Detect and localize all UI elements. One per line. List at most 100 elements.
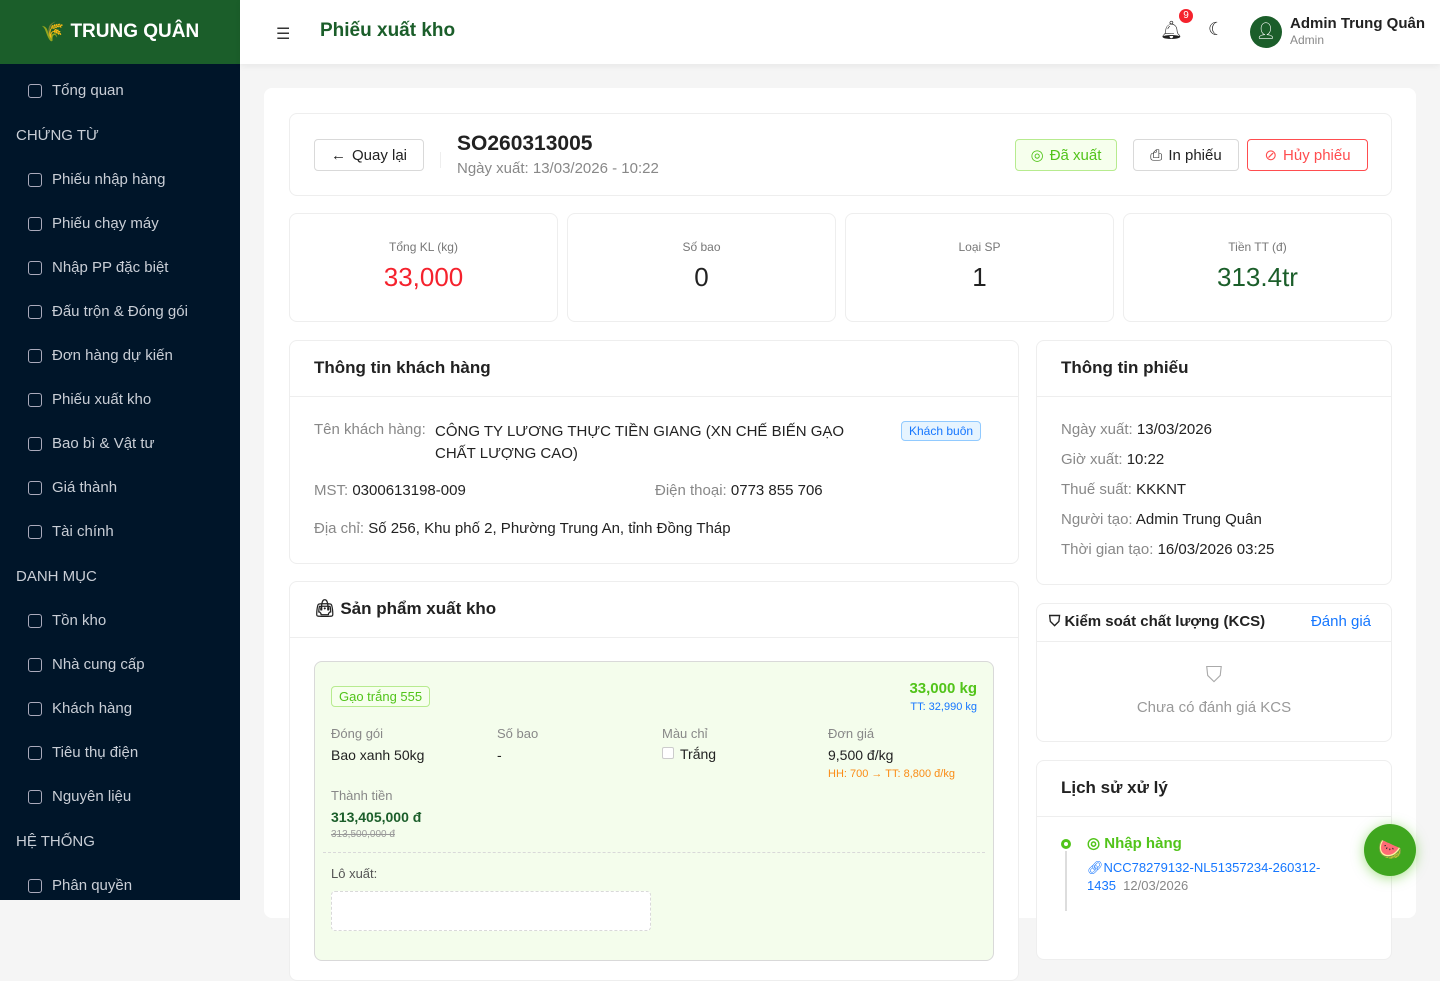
sidebar-item-label: Phân quyền [52, 877, 133, 894]
product-item: Gạo trắng 555 33,000 kg TT: 32,990 kg Đó… [314, 661, 994, 961]
sidebar-item-label: Nguyên liệu [52, 788, 132, 805]
total-value: 313,405,000 đ [331, 809, 422, 825]
product-name-tag: Gạo trắng 555 [331, 686, 431, 707]
product-qty-actual: TT: 32,990 kg [910, 701, 977, 713]
sidebar-item[interactable]: Nguyên liệu [28, 788, 131, 805]
user-name: Admin Trung Quân [1290, 15, 1425, 32]
sidebar-item-label: Đơn hàng dự kiến [52, 347, 173, 364]
customer-card: Thông tin khách hàng Tên khách hàng: CÔN… [289, 340, 1019, 564]
shop-icon [28, 657, 42, 672]
floating-action-button[interactable]: 🍉 [1364, 824, 1416, 876]
history-status: Nhập hàng [1104, 835, 1182, 852]
card-title: Sản phẩm xuất kho [340, 599, 497, 618]
total-old-value: 313,500,000 đ [331, 829, 395, 840]
info-row: Thuế suất: KKKNT [1061, 481, 1186, 498]
bags-label: Số bao [497, 726, 539, 741]
thread-color-checkbox[interactable] [662, 747, 674, 759]
menu-fold-icon[interactable]: ☰ [276, 26, 291, 43]
sidebar-item-label: Phiếu chạy máy [52, 215, 159, 232]
thread-color-label: Màu chỉ [662, 726, 708, 741]
sidebar-item[interactable]: Bao bì & Vật tư [28, 435, 155, 452]
thunderbolt-icon [28, 745, 42, 760]
info-label: Thuế suất: [1061, 481, 1132, 498]
sidebar-section-label: HỆ THỐNG [16, 833, 95, 850]
stat-label: Tổng KL (kg) [389, 240, 458, 254]
back-button[interactable]: ← Quay lại [314, 139, 424, 171]
price-value: 9,500 đ/kg [828, 747, 894, 763]
sidebar: 🌾 TRUNG QUÂN Tổng quan CHỨNG TỪ Phiếu nhập … [0, 0, 240, 900]
sidebar-item[interactable]: Khách hàng [28, 700, 132, 717]
sidebar-item[interactable]: Nhà cung cấp [28, 656, 145, 673]
sidebar-item-label: Khách hàng [52, 700, 133, 717]
cancel-button[interactable]: ⊘ Hủy phiếu [1247, 139, 1368, 171]
sidebar-item[interactable]: Đơn hàng dự kiến [28, 347, 173, 364]
file-icon [28, 348, 42, 363]
sidebar-item[interactable]: Tổng quan [28, 82, 124, 99]
sidebar-item[interactable]: Tiêu thụ điện [28, 744, 138, 761]
sidebar-item-label: Giá thành [52, 479, 118, 496]
customer-name-label: Tên khách hàng: [314, 421, 426, 438]
status-label: Đã xuất [1049, 146, 1102, 164]
check-circle-icon: ◎ [1087, 835, 1101, 852]
moon-icon[interactable]: ☾ [1208, 19, 1225, 39]
kcs-header: ⛉ Kiểm soát chất lượng (KCS) Đánh giá [1037, 604, 1391, 642]
info-label: Thời gian tạo: [1061, 541, 1154, 558]
history-card: Lịch sử xử lý ◎ Nhập hàng 🔗︎NCC78279132-… [1036, 760, 1392, 960]
stat-card: Tổng KL (kg) 33,000 [289, 213, 558, 322]
customer-name: CÔNG TY LƯƠNG THỰC TIỀN GIANG (XN CHẾ BI… [435, 423, 845, 462]
experiment-icon [28, 304, 42, 319]
kcs-evaluate-link[interactable]: Đánh giá [1310, 613, 1371, 630]
check-circle-icon: ◎ [1030, 147, 1044, 164]
main-content: ← Quay lại SO260313005 Ngày xuất: 13/03/2… [264, 88, 1416, 981]
sidebar-item-label: Phiếu xuất kho [52, 391, 152, 408]
product-qty: 33,000 kg [909, 680, 977, 697]
phone-label: Điện thoại: [655, 482, 727, 499]
print-label: In phiếu [1168, 146, 1222, 164]
price-note: HH: 700 → TT: 8,800 đ/kg [828, 768, 955, 780]
total-label: Thành tiền [331, 788, 393, 803]
avatar[interactable]: 👤︎ [1250, 16, 1282, 48]
stat-value: 33,000 [383, 262, 464, 292]
user-icon: 👤︎ [1255, 23, 1277, 40]
info-row: Giờ xuất: 10:22 [1061, 451, 1164, 468]
info-label: Ngày xuất: [1061, 421, 1133, 438]
history-ref-link[interactable]: NCC78279132-NL51357234-260312-1435 [1087, 860, 1321, 893]
appstore-icon [28, 789, 42, 804]
top-header: ☰ Phiếu xuất kho 🔔︎ 9 ☾ 👤︎ Admin Trung Q… [240, 0, 1440, 64]
sidebar-item[interactable]: Phiếu nhập hàng [28, 171, 165, 188]
back-label: Quay lại [351, 146, 408, 164]
notification-badge: 9 [1179, 9, 1193, 23]
kcs-empty-text: Chưa có đánh giá KCS [1136, 699, 1292, 716]
info-row: Ngày xuất: 13/03/2026 [1061, 421, 1212, 438]
timeline-dot [1061, 839, 1071, 849]
products-header: 👜︎ Sản phẩm xuất kho [290, 582, 1018, 638]
info-row: Người tạo: Admin Trung Quân [1061, 511, 1262, 528]
sidebar-item[interactable]: Phiếu xuất kho [28, 391, 151, 408]
bags-value: - [497, 747, 502, 763]
stat-card: Loại SP 1 [845, 213, 1114, 322]
brand-logo[interactable]: 🌾 TRUNG QUÂN [0, 0, 240, 64]
wallet-icon [28, 524, 42, 539]
team-icon [28, 701, 42, 716]
cluster-icon [28, 260, 42, 275]
sidebar-item[interactable]: Phân quyền [28, 877, 132, 894]
sidebar-item[interactable]: Giá thành [28, 479, 117, 496]
stat-card: Số bao 0 [567, 213, 836, 322]
info-value: 10:22 [1126, 451, 1165, 468]
info-row: Thời gian tạo: 16/03/2026 03:25 [1061, 541, 1274, 558]
inbox-icon [28, 436, 42, 451]
print-button[interactable]: ⎙ In phiếu [1133, 139, 1239, 171]
sidebar-item[interactable]: Tài chính [28, 523, 114, 540]
price-label: Đơn giá [828, 726, 875, 741]
sidebar-item[interactable]: Phiếu chạy máy [28, 215, 159, 232]
lot-input[interactable] [331, 891, 651, 931]
sidebar-item-label: Phiếu nhập hàng [52, 171, 166, 188]
bell-icon[interactable]: 🔔︎ [1160, 20, 1183, 40]
sidebar-item[interactable]: Đấu trộn & Đóng gói [28, 303, 188, 320]
sidebar-item-label: Tiêu thụ điện [52, 744, 139, 761]
sidebar-section-label: DANH MỤC [16, 568, 97, 585]
sidebar-item[interactable]: Nhập PP đặc biệt [28, 259, 168, 276]
safety-icon [28, 878, 42, 893]
address-label: Địa chỉ: [314, 520, 365, 537]
sidebar-item[interactable]: Tồn kho [28, 612, 106, 629]
